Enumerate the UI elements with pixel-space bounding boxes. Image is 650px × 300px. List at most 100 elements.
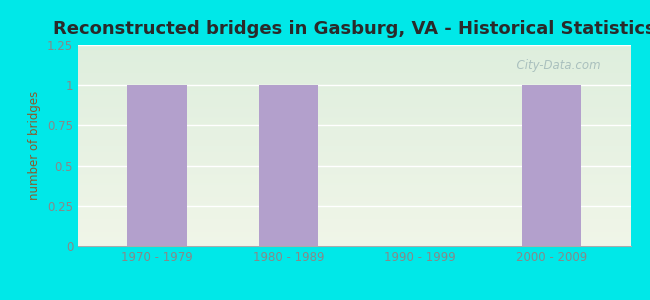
Bar [78,148,630,149]
Bar [78,180,630,181]
Bar [78,198,630,199]
Bar [78,104,630,105]
Bar [78,106,630,107]
Bar [78,171,630,172]
Bar [78,214,630,215]
Bar [78,160,630,161]
Bar [78,124,630,125]
Bar [78,184,630,185]
Bar [78,154,630,155]
Bar [78,87,630,88]
Bar [78,217,630,218]
Bar [78,242,630,243]
Bar [78,178,630,179]
Bar [78,244,630,245]
Bar [78,105,630,106]
Bar [78,236,630,237]
Bar [78,81,630,82]
Bar [78,53,630,54]
Bar [78,197,630,198]
Bar [78,97,630,98]
Bar [78,187,630,188]
Bar [78,185,630,186]
Bar [78,59,630,60]
Bar [78,77,630,78]
Bar [78,182,630,183]
Bar [78,188,630,189]
Bar [78,70,630,71]
Bar [259,85,318,246]
Bar [78,175,630,176]
Bar [78,88,630,89]
Bar [78,92,630,93]
Bar [78,186,630,187]
Bar [78,116,630,117]
Bar [78,172,630,174]
Title: Reconstructed bridges in Gasburg, VA - Historical Statistics: Reconstructed bridges in Gasburg, VA - H… [53,20,650,38]
Bar [78,71,630,72]
Bar [78,243,630,244]
Bar [78,125,630,126]
Bar [78,216,630,217]
Bar [78,151,630,152]
Bar [78,134,630,135]
Bar [78,199,630,200]
Bar [78,235,630,236]
Bar [78,241,630,242]
Bar [78,210,630,211]
Bar [78,229,630,230]
Bar [78,238,630,239]
Bar [78,135,630,136]
Bar [78,223,630,224]
Bar [78,215,630,216]
Bar [78,137,630,139]
Bar [78,195,630,196]
Bar [78,120,630,122]
Bar [78,47,630,48]
Bar [78,209,630,210]
Bar [78,203,630,204]
Bar [78,99,630,100]
Bar [78,57,630,58]
Y-axis label: number of bridges: number of bridges [29,91,42,200]
Bar [78,168,630,169]
Bar [78,208,630,209]
Bar [78,72,630,73]
Bar [78,95,630,96]
Bar [78,149,630,151]
Bar [78,136,630,137]
Bar [78,115,630,116]
Bar [78,85,630,86]
Bar [78,162,630,163]
Bar [78,89,630,90]
Bar [78,117,630,119]
Bar [78,102,630,103]
Bar [78,108,630,109]
Bar [78,64,630,65]
Bar [78,111,630,112]
Bar [78,194,630,195]
Bar [78,48,630,49]
Bar [78,166,630,167]
Bar [78,225,630,226]
Bar [78,157,630,158]
Bar [78,158,630,159]
Bar [78,206,630,207]
Bar [78,152,630,154]
Bar [78,131,630,132]
Bar [78,228,630,229]
Bar [78,128,630,129]
Bar [78,224,630,225]
Bar [78,227,630,228]
Bar [78,98,630,99]
Bar [78,142,630,143]
Bar [78,183,630,184]
Bar [78,164,630,165]
Bar [78,179,630,180]
Bar [78,54,630,55]
Bar [78,55,630,56]
Bar [78,65,630,66]
Bar [78,107,630,108]
Bar [78,190,630,191]
Bar [78,176,630,177]
